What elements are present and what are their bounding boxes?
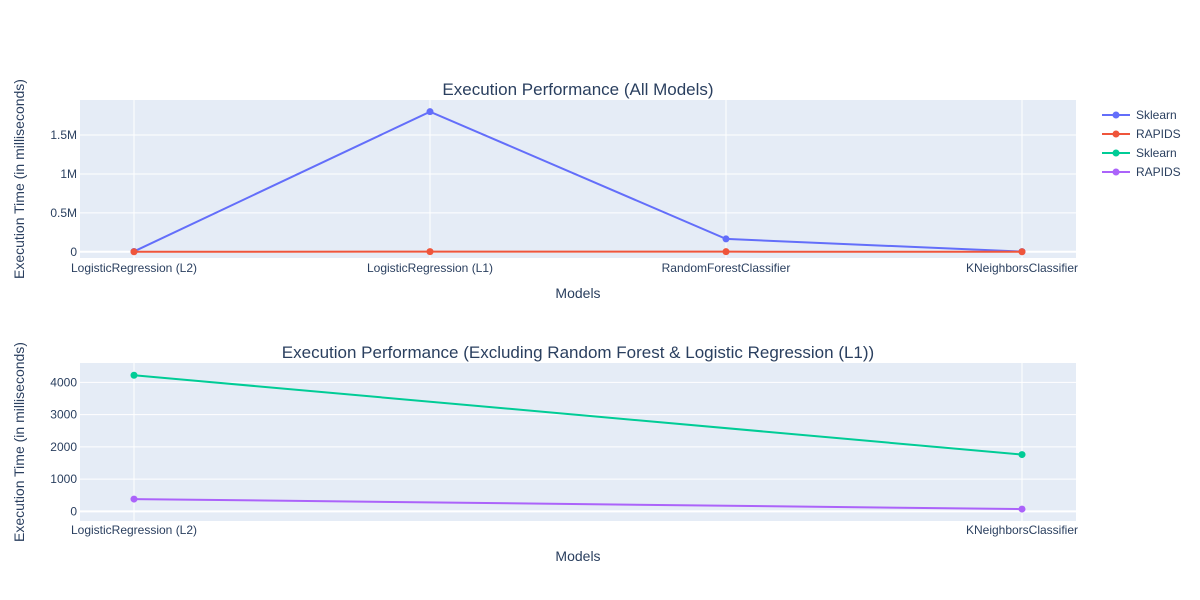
chart-title: Execution Performance (All Models): [442, 80, 713, 99]
x-axis-label: Models: [555, 285, 600, 301]
legend-marker: [1112, 130, 1120, 138]
y-tick-label: 3000: [50, 408, 77, 422]
legend[interactable]: Sklearn RAPIDS Sklearn RAPIDS: [1102, 108, 1181, 179]
data-point: [1018, 248, 1026, 256]
y-tick-label: 4000: [50, 375, 77, 389]
data-point: [722, 248, 730, 256]
chart-title: Execution Performance (Excluding Random …: [282, 343, 874, 362]
x-tick-label: KNeighborsClassifier: [966, 523, 1078, 537]
plot-area: [80, 100, 1076, 258]
y-tick-label: 1000: [50, 472, 77, 486]
data-point: [1018, 505, 1026, 513]
legend-item-sklearn[interactable]: Sklearn: [1102, 108, 1177, 122]
y-tick-label: 0: [70, 245, 77, 259]
series-line-rapids: [133, 498, 1023, 511]
x-tick-label: RandomForestClassifier: [662, 261, 791, 275]
data-point: [426, 248, 434, 256]
y-tick-label: 1.5M: [50, 128, 77, 142]
legend-label: RAPIDS: [1136, 127, 1181, 141]
legend-marker: [1112, 149, 1120, 157]
x-tick-label: KNeighborsClassifier: [966, 261, 1078, 275]
y-tick-label: 2000: [50, 440, 77, 454]
legend-label: Sklearn: [1136, 108, 1177, 122]
data-point: [426, 108, 434, 116]
data-point: [130, 495, 138, 503]
x-axis-label: Models: [555, 548, 600, 564]
y-axis-label: Execution Time (in milliseconds): [11, 342, 27, 542]
series-line-sklearn: [133, 374, 1023, 456]
data-point: [130, 248, 138, 256]
data-point: [722, 235, 730, 243]
legend-item-rapids[interactable]: RAPIDS: [1102, 165, 1181, 179]
legend-label: Sklearn: [1136, 146, 1177, 160]
legend-label: RAPIDS: [1136, 165, 1181, 179]
plot-area: [80, 363, 1076, 521]
legend-marker: [1112, 111, 1120, 119]
legend-item-sklearn[interactable]: Sklearn: [1102, 146, 1177, 160]
y-tick-label: 0.5M: [50, 206, 77, 220]
y-tick-label: 1M: [60, 167, 77, 181]
series-line-sklearn: [133, 110, 1023, 253]
data-point: [130, 371, 138, 379]
chart-all-models: 0 0.5M 1M 1.5M LogisticRegression (L2) Logist…: [11, 79, 1078, 301]
x-tick-label: LogisticRegression (L2): [71, 523, 197, 537]
x-tick-label: LogisticRegression (L2): [71, 261, 197, 275]
y-tick-label: 0: [70, 504, 77, 518]
chart-excluding-models: 0 1000 2000 3000 4000 LogisticRegression (L2)…: [11, 342, 1078, 564]
legend-item-rapids[interactable]: RAPIDS: [1102, 127, 1181, 141]
legend-marker: [1112, 168, 1120, 176]
x-tick-label: LogisticRegression (L1): [367, 261, 493, 275]
y-axis-label: Execution Time (in milliseconds): [11, 79, 27, 279]
data-point: [1018, 451, 1026, 459]
